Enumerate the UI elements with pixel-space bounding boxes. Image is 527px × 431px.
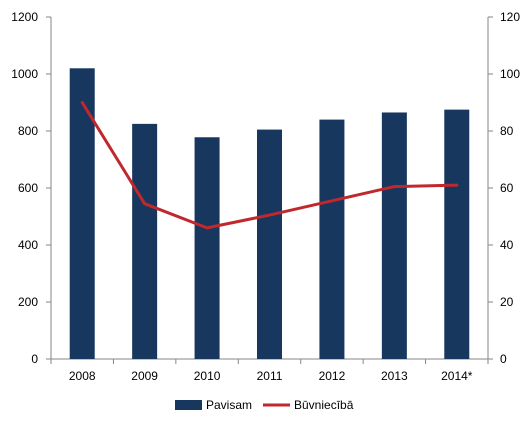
x-tick-label: 2012 — [319, 369, 346, 383]
right-tick-label: 120 — [500, 10, 520, 24]
bar-pavisam — [444, 110, 469, 359]
left-tick-label: 1000 — [11, 67, 38, 81]
bar-pavisam — [257, 130, 282, 359]
left-tick-label: 0 — [31, 352, 38, 366]
legend-label-buvnieciba: Būvniecībā — [294, 398, 354, 412]
bar-pavisam — [132, 124, 157, 359]
bar-pavisam — [195, 137, 220, 359]
legend: Pavisam Būvniecībā — [175, 398, 354, 412]
right-tick-label: 0 — [500, 352, 507, 366]
left-tick-label: 400 — [18, 238, 38, 252]
bar-pavisam — [70, 68, 95, 359]
x-tick-label: 2009 — [131, 369, 158, 383]
legend-label-pavisam: Pavisam — [206, 398, 252, 412]
bar-pavisam — [382, 112, 407, 359]
left-tick-label: 800 — [18, 124, 38, 138]
right-tick-label: 40 — [500, 238, 514, 252]
left-tick-label: 200 — [18, 295, 38, 309]
right-tick-label: 60 — [500, 181, 514, 195]
x-tick-label: 2014* — [441, 369, 473, 383]
left-tick-label: 1200 — [11, 10, 38, 24]
legend-swatch-pavisam — [175, 400, 202, 410]
right-tick-label: 80 — [500, 124, 514, 138]
x-tick-label: 2010 — [194, 369, 221, 383]
x-tick-label: 2008 — [69, 369, 96, 383]
right-tick-label: 20 — [500, 295, 514, 309]
bar-pavisam — [319, 120, 344, 359]
left-tick-label: 600 — [18, 181, 38, 195]
right-tick-label: 100 — [500, 67, 520, 81]
x-tick-label: 2011 — [257, 369, 283, 383]
x-tick-label: 2013 — [381, 369, 408, 383]
